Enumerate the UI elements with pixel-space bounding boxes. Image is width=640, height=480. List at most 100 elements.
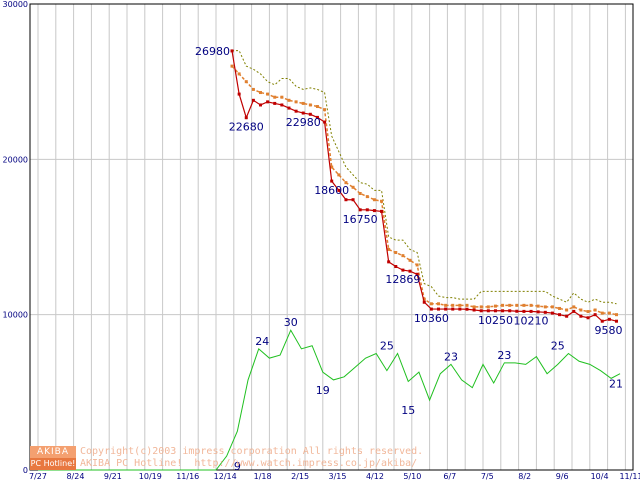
red-series-point — [508, 309, 512, 313]
orange-series-point — [344, 181, 348, 185]
orange-series-point — [607, 311, 611, 315]
orange-series-point — [273, 95, 277, 99]
orange-series-point — [615, 313, 618, 317]
x-axis-ticks: 7/27 8/24 9/21 10/19 11/16 12/14 1/18 2/15 3/15 4… — [29, 472, 640, 480]
x-tick-label: 8/24 — [66, 472, 84, 480]
orange-series-point — [586, 310, 590, 314]
red-series-point — [579, 314, 583, 318]
red-series-point — [479, 309, 483, 313]
orange-series-point — [394, 251, 398, 255]
red-series-point — [251, 98, 255, 102]
red-series-point — [558, 313, 562, 317]
x-tick-label: 9/6 — [556, 472, 569, 480]
data-labels: 26980 22680 22980 18600 16750 12869 10360 10250… — [195, 45, 623, 473]
data-label: 22680 — [229, 121, 264, 134]
red-series-point — [259, 103, 262, 107]
data-label: 30 — [284, 316, 298, 329]
red-series-point — [529, 309, 533, 313]
copyright-text: Copyright(c)2003 impress corporation All… — [80, 446, 423, 470]
site-url-line: AKIBA PC Hotline! http://www.watch.impre… — [80, 458, 418, 469]
red-series-point — [515, 309, 519, 313]
red-series-point — [615, 319, 618, 323]
red-series-point — [565, 314, 569, 318]
red-series-point — [344, 198, 348, 202]
data-label: 10210 — [514, 314, 549, 327]
red-series-point — [230, 49, 234, 53]
red-series-point — [287, 106, 291, 110]
orange-series-point — [458, 303, 462, 307]
orange-series-point — [287, 98, 291, 102]
red-series-point — [323, 120, 327, 124]
orange-series-point — [244, 80, 248, 84]
red-series-point — [550, 311, 554, 315]
orange-series-point — [550, 305, 554, 309]
orange-series-point — [259, 91, 262, 95]
data-label: 12869 — [385, 273, 420, 286]
orange-series-point — [323, 108, 327, 112]
red-series-point — [458, 307, 462, 311]
data-label: 22980 — [286, 116, 321, 129]
x-tick-label: 12/14 — [214, 472, 237, 480]
red-series-point — [429, 307, 433, 311]
orange-series-point — [365, 195, 369, 199]
x-tick-label: 9/21 — [104, 472, 122, 480]
akiba-logo: AKIBA PC Hotline! — [30, 446, 76, 470]
orange-series-point — [543, 305, 547, 309]
orange-series-point — [565, 308, 569, 312]
x-tick-label: 10/19 — [139, 472, 162, 480]
data-label: 25 — [551, 340, 565, 353]
data-label: 10360 — [414, 312, 449, 325]
orange-series-point — [536, 304, 540, 308]
red-series-point — [266, 100, 270, 104]
y-tick-label: 10000 — [3, 311, 28, 320]
x-tick-label: 11/11 — [619, 472, 640, 480]
orange-series-point — [529, 303, 533, 307]
orange-series-point — [593, 308, 597, 312]
data-label: 10250 — [478, 314, 513, 327]
y-axis-ticks: 0 10000 20000 30000 — [3, 0, 28, 475]
orange-series-point — [515, 303, 519, 307]
x-tick-label: 6/7 — [443, 472, 456, 480]
logo-top-text: AKIBA — [30, 446, 76, 458]
red-series-point — [280, 103, 284, 107]
orange-series-point — [351, 185, 355, 189]
red-series-point — [330, 179, 334, 183]
red-series-point — [465, 307, 469, 311]
orange-series-point — [280, 95, 284, 99]
data-label: 23 — [444, 350, 458, 363]
red-series-point — [444, 307, 448, 311]
x-tick-label: 8/2 — [518, 472, 531, 480]
red-series-point — [586, 316, 590, 320]
red-series-point — [472, 308, 476, 312]
red-series-point — [337, 188, 341, 192]
orange-series-point — [408, 258, 412, 262]
data-label: 19 — [316, 384, 330, 397]
red-series-point — [437, 307, 440, 311]
data-label: 21 — [609, 378, 623, 391]
red-series-point — [415, 272, 419, 276]
x-tick-label: 7/5 — [481, 472, 494, 480]
data-label: 26980 — [195, 45, 230, 58]
orange-series-point — [251, 87, 255, 91]
x-tick-label: 10/4 — [591, 472, 609, 480]
y-tick-label: 20000 — [3, 155, 28, 164]
orange-series-point — [493, 304, 497, 308]
orange-series-point — [401, 254, 405, 258]
data-label: 25 — [380, 340, 394, 353]
red-series-point — [387, 260, 391, 264]
orange-series-point — [387, 247, 391, 251]
orange-series-point — [358, 192, 362, 196]
red-series-point — [244, 116, 248, 120]
red-series-point — [365, 208, 369, 212]
series-lines — [38, 49, 621, 471]
orange-series-point — [301, 101, 305, 105]
red-series-point — [315, 115, 319, 119]
red-series-point — [522, 309, 526, 313]
red-series-point — [600, 319, 604, 323]
orange-series-point — [444, 303, 448, 307]
red-series-point — [593, 313, 597, 317]
watermark: AKIBA PC Hotline! Copyright(c)2003 impre… — [30, 446, 510, 472]
orange-series-point — [415, 263, 419, 267]
red-series-point — [294, 109, 298, 113]
